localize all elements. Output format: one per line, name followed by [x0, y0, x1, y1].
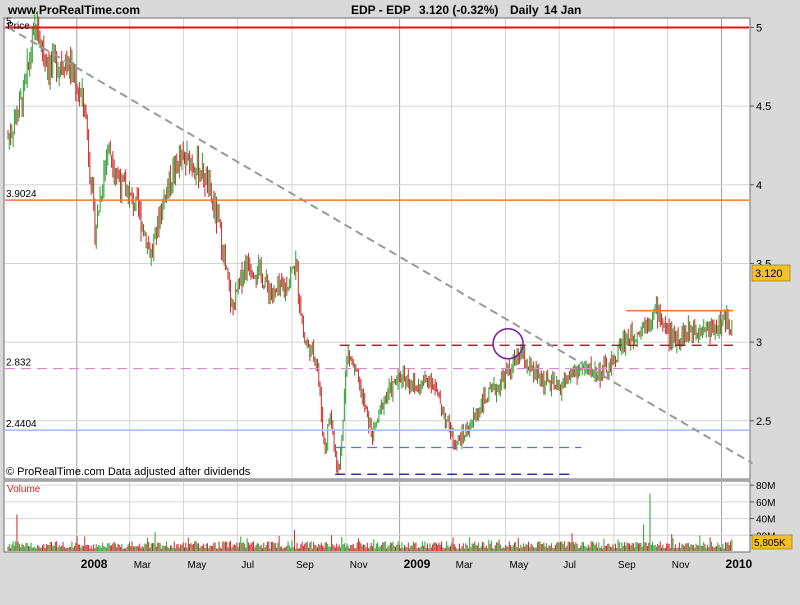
volume-tick-label: 40M: [756, 515, 775, 526]
horizontal-level-label: 2.4404: [6, 419, 37, 430]
price-candles: [7, 11, 733, 474]
last-price-badge: [751, 264, 791, 282]
x-tick-label: Sep: [618, 560, 636, 571]
x-tick-label: 2009: [404, 557, 431, 571]
date-x-axis: 2008 Mar May Jul Sep Nov 2009 Mar May Jul Sep Nov 20…: [81, 557, 753, 571]
x-tick-label: May: [188, 560, 207, 571]
x-tick-label: Jul: [241, 560, 254, 571]
horizontal-level-label: 5: [6, 16, 12, 27]
price-tick-label: 2.5: [756, 416, 771, 428]
horizontal-level-label: 3.9024: [6, 189, 37, 200]
horizontal-level-label: 2.832: [6, 358, 31, 369]
volume-panel[interactable]: [3, 480, 751, 553]
volume-tick-label: 60M: [756, 498, 775, 509]
volume-title: Volume: [7, 484, 41, 495]
last-volume-badge-text: 5,805K: [754, 538, 786, 549]
x-tick-label: Mar: [134, 560, 152, 571]
volume-grid: [5, 482, 749, 551]
last-price-badge-text: 3.120: [755, 268, 783, 280]
x-tick-label: Jul: [563, 560, 576, 571]
site-title[interactable]: www.ProRealTime.com: [7, 3, 140, 17]
x-tick-label: Mar: [456, 560, 474, 571]
data-footer-note: © ProRealTime.com Data adjusted after di…: [6, 466, 251, 478]
price-tick-label: 3: [756, 337, 762, 349]
date-label: 14 Jan: [544, 3, 581, 17]
last-price-change: 3.120 (-0.32%): [419, 3, 498, 17]
period-label: Daily: [510, 3, 539, 17]
breakout-circle: [492, 327, 524, 360]
price-level-labels: 5 3.9024 2.832 2.4404: [6, 16, 37, 430]
x-tick-label: May: [509, 560, 528, 571]
price-axis-title: Price: [7, 21, 30, 32]
x-tick-label: 2010: [726, 557, 753, 571]
last-volume-badge: [751, 534, 793, 550]
x-tick-label: Sep: [296, 560, 314, 571]
price-panel[interactable]: [3, 17, 751, 480]
volume-bars: [7, 493, 733, 551]
instrument-name: EDP - EDP: [351, 3, 411, 17]
price-tick-label: 5: [756, 22, 762, 34]
downtrend-line: [7, 26, 753, 465]
price-annotations: [5, 26, 753, 475]
price-tick-label: 4.5: [756, 101, 771, 113]
volume-tick-label: 80M: [756, 481, 775, 492]
x-tick-label: Nov: [672, 560, 690, 571]
x-tick-label: Nov: [350, 560, 368, 571]
price-tick-label: 4: [756, 180, 762, 192]
x-tick-label: 2008: [81, 557, 108, 571]
